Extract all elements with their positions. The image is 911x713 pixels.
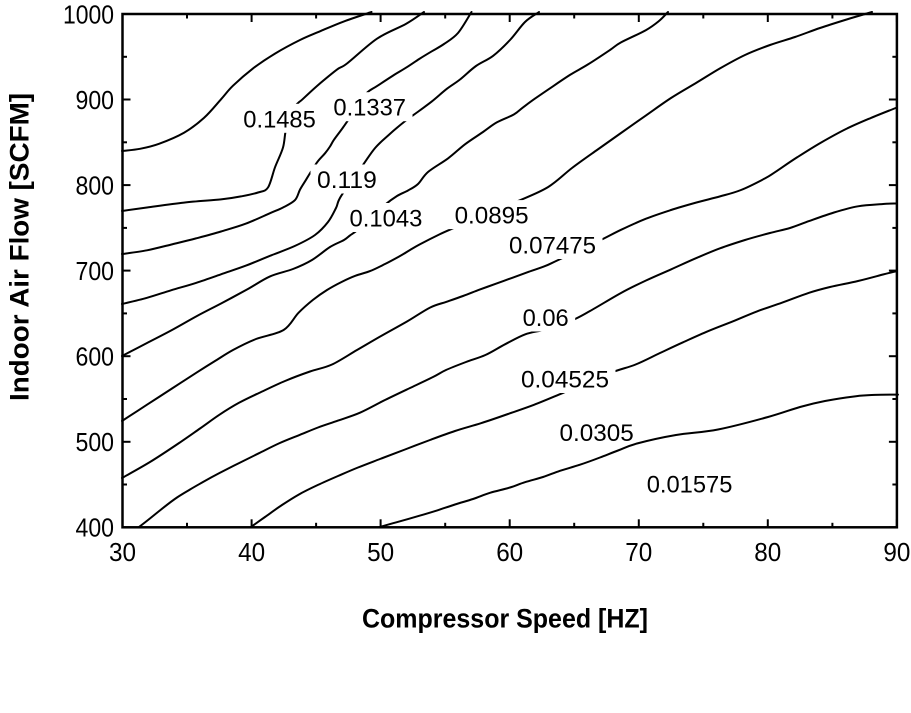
svg-text:0.01575: 0.01575: [647, 472, 733, 499]
svg-text:90: 90: [883, 537, 910, 567]
svg-text:800: 800: [76, 171, 115, 201]
svg-text:1000: 1000: [63, 0, 114, 29]
svg-text:0.1485: 0.1485: [243, 106, 315, 133]
svg-text:900: 900: [76, 85, 115, 115]
svg-text:400: 400: [76, 513, 115, 543]
svg-text:0.1043: 0.1043: [350, 206, 423, 233]
svg-text:Indoor Air Flow [SCFM]: Indoor Air Flow [SCFM]: [5, 93, 35, 401]
svg-text:0.119: 0.119: [317, 167, 377, 194]
svg-text:0.04525: 0.04525: [521, 367, 609, 394]
svg-text:0.07475: 0.07475: [509, 233, 596, 260]
svg-text:0.1337: 0.1337: [333, 95, 406, 122]
svg-text:700: 700: [76, 256, 115, 286]
svg-text:80: 80: [754, 537, 781, 567]
svg-text:50: 50: [367, 537, 394, 567]
svg-text:Compressor Speed [HZ]: Compressor Speed [HZ]: [362, 604, 648, 634]
svg-text:0.0895: 0.0895: [455, 203, 529, 230]
svg-text:60: 60: [496, 537, 523, 567]
svg-text:70: 70: [625, 537, 652, 567]
svg-text:0.0305: 0.0305: [560, 420, 634, 447]
svg-text:500: 500: [76, 427, 115, 457]
svg-text:600: 600: [76, 342, 115, 372]
svg-text:40: 40: [238, 537, 265, 567]
svg-text:0.06: 0.06: [523, 305, 569, 332]
svg-text:30: 30: [109, 537, 136, 567]
